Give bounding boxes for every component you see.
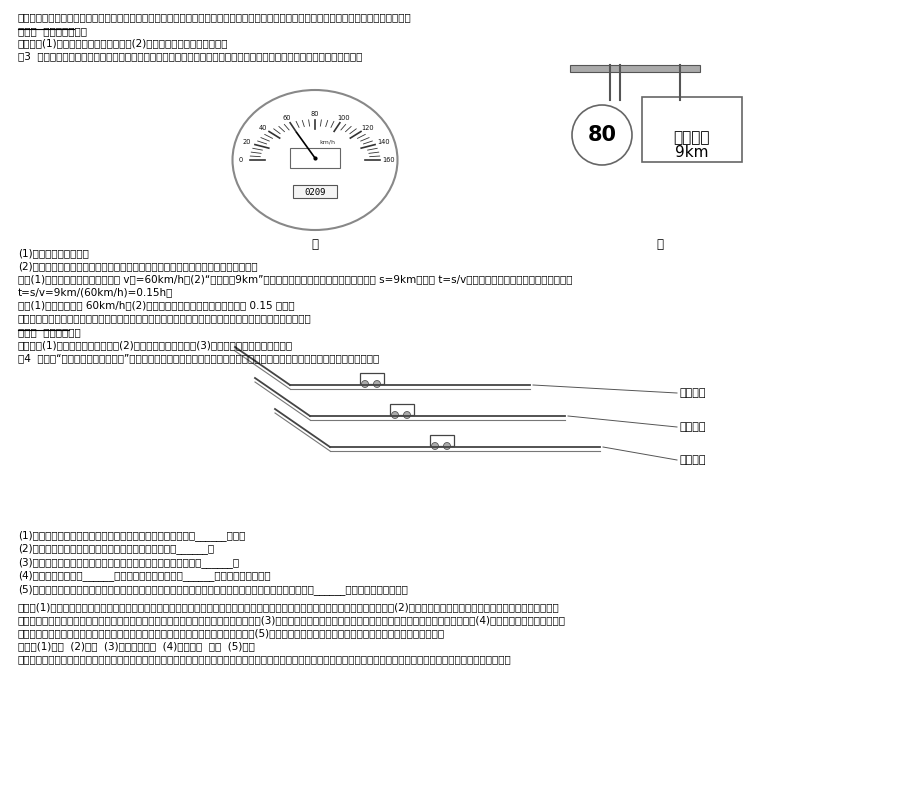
Text: 40: 40 xyxy=(258,125,267,130)
Circle shape xyxy=(361,380,369,387)
Text: (5)通过实验探究后，对牛顿第一定律的知识有更深一层次的理解：力不是维持物体运动状态的原因，而是______物体运动状态的原因。: (5)通过实验探究后，对牛顿第一定律的知识有更深一层次的理解：力不是维持物体运动… xyxy=(18,584,407,595)
Text: 毛巾表面: 毛巾表面 xyxy=(679,388,706,398)
Text: (4)牛顿第一定律是在______的基础上，通过科学家的______面总结归纳出来的。: (4)牛顿第一定律是在______的基础上，通过科学家的______面总结归纳出… xyxy=(18,570,270,581)
Text: 80: 80 xyxy=(311,111,319,117)
Circle shape xyxy=(443,443,450,450)
FancyBboxPatch shape xyxy=(429,435,453,446)
Text: (3)推理：如果表面绝对光滑，小车受到的阱力为零，它将永远做______。: (3)推理：如果表面绝对光滑，小车受到的阱力为零，它将永远做______。 xyxy=(18,557,239,568)
Text: (1)让小车从斜面同一高度滑下的目的是：使小车到斜面底端的______相同。: (1)让小车从斜面同一高度滑下的目的是：使小车到斜面底端的______相同。 xyxy=(18,530,245,541)
Text: 160: 160 xyxy=(382,157,395,163)
Circle shape xyxy=(373,380,380,387)
Text: 60: 60 xyxy=(282,114,290,121)
FancyBboxPatch shape xyxy=(359,373,383,384)
Text: 100: 100 xyxy=(336,114,349,121)
Text: 解析：(1)根据控制变量法的思想，让小车从同一个斜面的同一高度位置由静止开始下滑，是为了使小车滑到斜面底端时具有相同速度。(2)摩擦力大小与接解面的粗糙程度有关: 解析：(1)根据控制变量法的思想，让小车从同一个斜面的同一高度位置由静止开始下滑… xyxy=(18,602,559,612)
Circle shape xyxy=(572,105,631,165)
Text: 点拨：本题考查物体做匀速运动时的路程和时间的图像以及速度与时间的图像，关键在于知道物体做匀速运动时速度不变，路程与时间成正比。: 点拨：本题考查物体做匀速运动时的路程和时间的图像以及速度与时间的图像，关键在于知… xyxy=(18,12,412,22)
Circle shape xyxy=(403,412,410,418)
Text: (2)结论：表面越光滑，小车受到的阱力越小，它运动得______。: (2)结论：表面越光滑，小车受到的阱力越小，它运动得______。 xyxy=(18,544,214,555)
FancyBboxPatch shape xyxy=(570,65,699,72)
Text: 0209: 0209 xyxy=(304,188,325,196)
FancyBboxPatch shape xyxy=(390,404,414,415)
Text: 答案：(1)速度  (2)越远  (3)匀速直线运动  (4)大量实验  推理  (5)改变: 答案：(1)速度 (2)越远 (3)匀速直线运动 (4)大量实验 推理 (5)改… xyxy=(18,641,255,651)
Text: 例3  小明同学从桂城乘车去南国桃园游玩，所乘车的速度计如图甲所示，他也看见路边一个交通标志牌，如图乙所示，则：: 例3 小明同学从桂城乘车去南国桃园游玩，所乘车的速度计如图甲所示，他也看见路边一… xyxy=(18,51,362,61)
Text: 点拨：本题是一道实验题，该实验的目的是探究阱力对物体运动的影响，该实验是学习牛顿第一定律的基础，牛顿第一定律是在大量实验的基础上通过分析、概括、推理得出来的。: 点拨：本题是一道实验题，该实验的目的是探究阱力对物体运动的影响，该实验是学习牛顿… xyxy=(18,654,511,664)
Text: 的基础上，通过科学家的推理来维持物体运动状态原因，而是改变物体运动状态原因。(5)力不是维持物体运动状态原因，而是改变物体运动状态的原因。: 的基础上，通过科学家的推理来维持物体运动状态原因，而是改变物体运动状态原因。(5… xyxy=(18,628,445,638)
Ellipse shape xyxy=(233,90,397,230)
Text: 棉布表面: 棉布表面 xyxy=(679,422,706,432)
FancyBboxPatch shape xyxy=(292,185,336,198)
Text: 命题点：(1)牛顿第一定律的条件；(2)牛顿第一定律的现象；(3)牛顿第一定律结论及其应用。: 命题点：(1)牛顿第一定律的条件；(2)牛顿第一定律的现象；(3)牛顿第一定律结… xyxy=(18,340,293,350)
Text: 类型四  牛顿第一定律: 类型四 牛顿第一定律 xyxy=(18,327,81,337)
Circle shape xyxy=(391,412,398,418)
Text: 摩擦力越大；反之接解面越光滑，则摩擦力越小。所摩擦力越小，小车运动的距离越远。(3)推理：如果表面绝对光滑，小车受到的阱力为零，它将做匀速直线运动。(4)牛顿第: 摩擦力越大；反之接解面越光滑，则摩擦力越小。所摩擦力越小，小车运动的距离越远。(… xyxy=(18,615,565,625)
Text: 140: 140 xyxy=(377,140,390,145)
Text: km/h: km/h xyxy=(319,140,335,144)
Text: 9km: 9km xyxy=(675,144,708,159)
Text: 拓展：此题主要考查的是学生对速度计算公式的理解和掌握，读懂速度计和交通标志牌是解决此题的关键。: 拓展：此题主要考查的是学生对速度计算公式的理解和掌握，读懂速度计和交通标志牌是解… xyxy=(18,313,312,323)
Text: 甲: 甲 xyxy=(312,238,318,251)
Text: 南国桃园: 南国桃园 xyxy=(673,130,709,145)
Circle shape xyxy=(431,443,438,450)
Text: 类型三  速度公式的应用: 类型三 速度公式的应用 xyxy=(18,26,87,36)
Text: 20: 20 xyxy=(242,140,251,145)
Text: 命题点：(1)速度的定义、公式和单位；(2)利用速度公式进行相关计算。: 命题点：(1)速度的定义、公式和单位；(2)利用速度公式进行相关计算。 xyxy=(18,38,228,48)
FancyBboxPatch shape xyxy=(641,97,742,162)
Text: (1)该车的速度是多少？: (1)该车的速度是多少？ xyxy=(18,248,89,258)
Text: 乙: 乙 xyxy=(656,238,663,251)
Text: 例4  在研究“阱力对物体运动的影响”的实验中，让小车从同一斜面和同一高度处静止开始下滑，小车分别停在如图所示的位置。: 例4 在研究“阱力对物体运动的影响”的实验中，让小车从同一斜面和同一高度处静止开… xyxy=(18,353,379,363)
Text: 木板表面: 木板表面 xyxy=(679,455,706,465)
Text: 120: 120 xyxy=(360,125,373,130)
Text: t=s/v=9km/(60km/h)=0.15h。: t=s/v=9km/(60km/h)=0.15h。 xyxy=(18,287,173,297)
Text: 解：(1)由图可知该车的行驶速度为 v甲=60km/h。(2)“南国桃园9km”表示从交通标志牌处到南国桃园的路程为 s=9km，因为 t=s/v，从交通标志牌: 解：(1)由图可知该车的行驶速度为 v甲=60km/h。(2)“南国桃园9km”… xyxy=(18,274,572,284)
Text: 80: 80 xyxy=(587,125,616,145)
Text: (2)该车以速度计上的平均速度行驶，从交通标志牌处到南国桃园至少需要多少小时？: (2)该车以速度计上的平均速度行驶，从交通标志牌处到南国桃园至少需要多少小时？ xyxy=(18,261,257,271)
Text: 答：(1)该车的速度是 60km/h。(2)从交通标志牌处到南国桃园至少需要 0.15 小时。: 答：(1)该车的速度是 60km/h。(2)从交通标志牌处到南国桃园至少需要 0… xyxy=(18,300,294,310)
Text: 0: 0 xyxy=(239,157,243,163)
